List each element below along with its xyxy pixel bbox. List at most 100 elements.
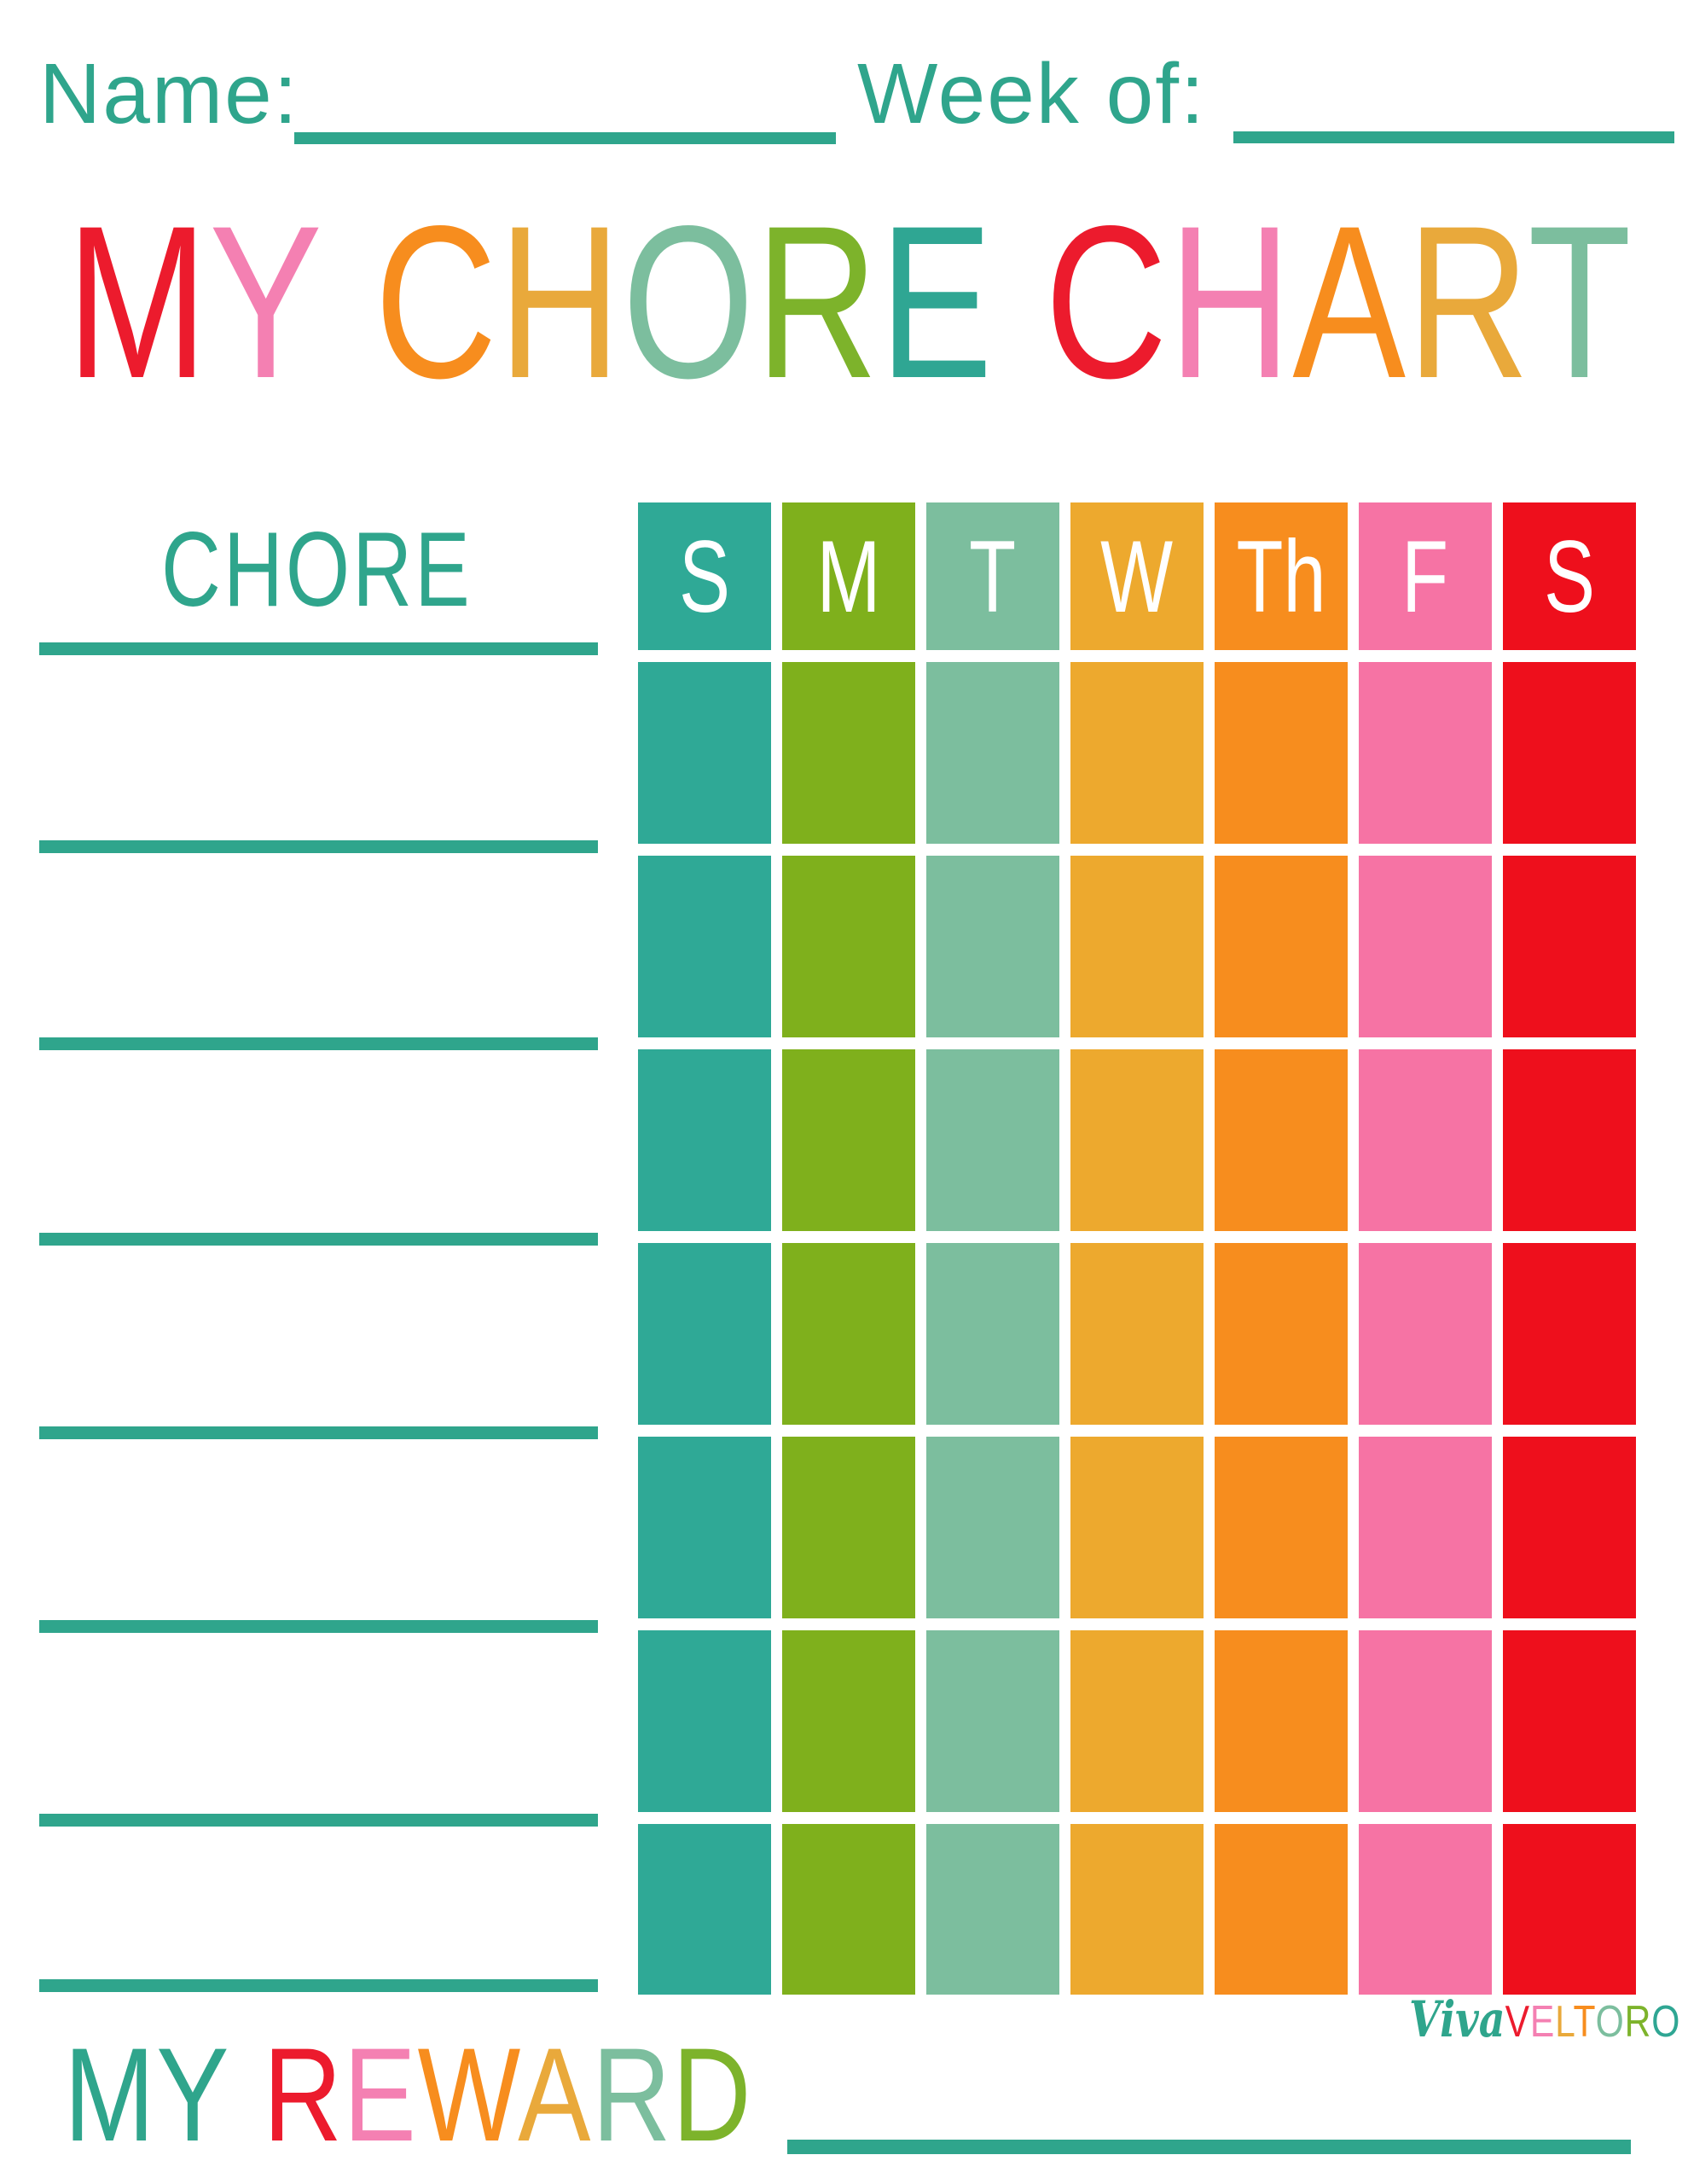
letter: E	[879, 181, 995, 424]
name-label: Name:	[39, 46, 299, 142]
chore-cell-r6-c5	[1215, 1630, 1348, 1812]
chore-cell-r2-c2	[782, 856, 915, 1037]
letter: T	[1528, 181, 1633, 424]
chore-cell-r7-c1	[638, 1824, 771, 1995]
chore-cell-r4-c3	[926, 1243, 1059, 1425]
chore-cell-r5-c6	[1359, 1437, 1492, 1618]
chore-cell-r4-c1	[638, 1243, 771, 1425]
chore-line	[39, 1814, 598, 1827]
day-label: Th	[1236, 519, 1326, 634]
day-label: M	[816, 519, 881, 634]
letter: C	[1044, 181, 1169, 424]
letter: R	[263, 2021, 344, 2169]
chore-cell-r1-c6	[1359, 662, 1492, 844]
chore-cell-r5-c2	[782, 1437, 915, 1618]
chore-cell-r2-c7	[1503, 856, 1636, 1037]
page-title: MY CHORE CHART	[67, 194, 1633, 411]
letter: R	[592, 2021, 673, 2169]
letter: H	[1169, 181, 1293, 424]
chore-cell-r1-c2	[782, 662, 915, 844]
letter: A	[518, 2021, 593, 2169]
name-fill-line	[294, 132, 836, 144]
chore-line	[39, 642, 598, 655]
week-of-label: Week of:	[857, 46, 1206, 142]
chore-line	[39, 1233, 598, 1246]
chore-cell-r3-c4	[1070, 1049, 1204, 1231]
chore-cell-r6-c3	[926, 1630, 1059, 1812]
chore-cell-r2-c4	[1070, 856, 1204, 1037]
chore-cell-r7-c6	[1359, 1824, 1492, 1995]
chore-cell-r5-c7	[1503, 1437, 1636, 1618]
letter: A	[1292, 181, 1407, 424]
letter: R	[1407, 181, 1528, 424]
chore-cell-r5-c1	[638, 1437, 771, 1618]
letter: Y	[156, 2021, 231, 2169]
chore-cell-r7-c3	[926, 1824, 1059, 1995]
letter: R	[755, 181, 880, 424]
chore-cell-r5-c3	[926, 1437, 1059, 1618]
chore-cell-r6-c4	[1070, 1630, 1204, 1812]
logo-script-text: Viva	[1409, 1990, 1505, 2048]
letter: V	[1505, 1997, 1530, 2047]
chore-cell-r6-c7	[1503, 1630, 1636, 1812]
chore-line	[39, 840, 598, 853]
day-label: F	[1401, 519, 1449, 634]
chore-cell-r5-c5	[1215, 1437, 1348, 1618]
day-label: S	[678, 519, 731, 634]
chore-cell-r2-c3	[926, 856, 1059, 1037]
letter: E	[343, 2021, 418, 2169]
chore-cell-r6-c1	[638, 1630, 771, 1812]
letter: O	[1595, 1997, 1625, 2047]
chore-cell-r3-c2	[782, 1049, 915, 1231]
chore-line	[39, 1037, 598, 1050]
chore-cell-r6-c6	[1359, 1630, 1492, 1812]
chore-cell-r1-c5	[1215, 662, 1348, 844]
chore-cell-r2-c1	[638, 856, 771, 1037]
letter: O	[622, 181, 756, 424]
chore-cell-r7-c5	[1215, 1824, 1348, 1995]
day-header-f-6: F	[1359, 502, 1492, 650]
chore-cell-r6-c2	[782, 1630, 915, 1812]
chore-cell-r3-c7	[1503, 1049, 1636, 1231]
chore-line	[39, 1620, 598, 1633]
chore-cell-r4-c2	[782, 1243, 915, 1425]
day-label: S	[1543, 519, 1596, 634]
chore-column-header: CHORE	[161, 511, 473, 629]
day-header-th-5: Th	[1215, 502, 1348, 650]
chore-cell-r1-c7	[1503, 662, 1636, 844]
letter: D	[672, 2021, 753, 2169]
day-header-w-4: W	[1070, 502, 1204, 650]
chore-cell-r3-c1	[638, 1049, 771, 1231]
vivaveltoro-logo: VivaVELTORO	[1409, 1995, 1680, 2044]
day-label: T	[969, 519, 1017, 634]
chore-cell-r4-c4	[1070, 1243, 1204, 1425]
day-header-t-3: T	[926, 502, 1059, 650]
letter: Y	[209, 181, 324, 424]
letter: E	[1529, 1997, 1556, 2047]
chore-line	[39, 1426, 598, 1439]
letter: R	[1624, 1997, 1652, 2047]
letter: M	[64, 2021, 157, 2169]
letter: M	[67, 181, 210, 424]
chore-cell-r7-c4	[1070, 1824, 1204, 1995]
chore-cell-r5-c4	[1070, 1437, 1204, 1618]
chore-cell-r4-c7	[1503, 1243, 1636, 1425]
chore-cell-r7-c7	[1503, 1824, 1636, 1995]
chore-cell-r4-c6	[1359, 1243, 1492, 1425]
reward-title: MY REWARD	[64, 2029, 752, 2162]
chore-cell-r3-c6	[1359, 1049, 1492, 1231]
day-header-s-7: S	[1503, 502, 1636, 650]
letter: H	[498, 181, 623, 424]
chore-cell-r4-c5	[1215, 1243, 1348, 1425]
letter: T	[1573, 1997, 1596, 2047]
chore-cell-r3-c5	[1215, 1049, 1348, 1231]
chore-cell-r2-c5	[1215, 856, 1348, 1037]
reward-fill-line	[787, 2140, 1631, 2154]
chore-grid: S M T W Th F S	[638, 502, 1636, 1995]
letter: C	[374, 181, 499, 424]
letter: L	[1555, 1997, 1574, 2047]
letter: W	[417, 2021, 519, 2169]
day-header-m-2: M	[782, 502, 915, 650]
day-header-s-1: S	[638, 502, 771, 650]
